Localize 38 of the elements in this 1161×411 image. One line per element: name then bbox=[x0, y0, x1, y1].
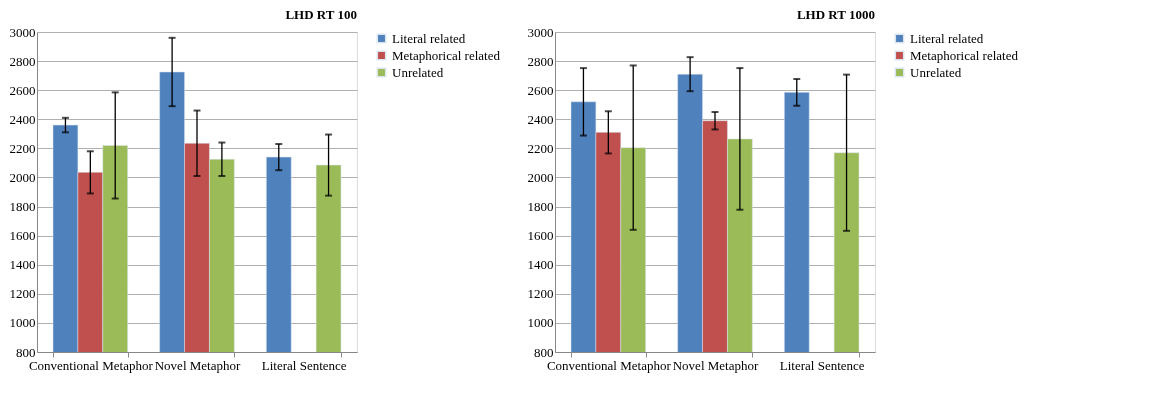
y-tick-label: 2000 bbox=[9, 169, 36, 185]
y-tick-label: 1000 bbox=[9, 315, 36, 331]
y-tick-label: 2200 bbox=[527, 140, 554, 156]
y-tick-label: 1400 bbox=[9, 257, 36, 273]
y-tick-label: 2200 bbox=[9, 140, 36, 156]
y-tick-label: 2000 bbox=[527, 169, 554, 185]
chart-title: LHD RT 1000 bbox=[796, 7, 875, 22]
legend-label: Unrelated bbox=[392, 64, 444, 80]
legend-label: Unrelated bbox=[910, 64, 962, 80]
x-tick-label: Literal Sentence bbox=[261, 357, 347, 373]
y-tick-label: 1600 bbox=[9, 228, 36, 244]
y-tick-label: 2800 bbox=[9, 53, 36, 69]
y-tick-label: 1800 bbox=[9, 199, 36, 215]
chart-title: LHD RT 100 bbox=[285, 7, 357, 22]
y-tick-label: 2400 bbox=[527, 111, 554, 127]
x-tick-label: Conventional Metaphor bbox=[546, 357, 672, 373]
y-tick-label: 800 bbox=[534, 344, 554, 360]
y-tick-label: 3000 bbox=[9, 24, 36, 40]
y-tick-label: 1200 bbox=[527, 286, 554, 302]
x-tick-label: Novel Metaphor bbox=[672, 357, 759, 373]
y-tick-label: 1800 bbox=[527, 199, 554, 215]
legend-label: Literal related bbox=[910, 30, 984, 46]
y-tick-label: 2400 bbox=[9, 111, 36, 127]
y-tick-label: 1000 bbox=[527, 315, 554, 331]
y-tick-label: 800 bbox=[16, 344, 36, 360]
x-tick-label: Literal Sentence bbox=[779, 357, 865, 373]
legend-label: Metaphorical related bbox=[392, 47, 501, 63]
y-tick-label: 2600 bbox=[9, 82, 36, 98]
y-tick-label: 3000 bbox=[527, 24, 554, 40]
y-tick-label: 2800 bbox=[527, 53, 554, 69]
legend-label: Metaphorical related bbox=[910, 47, 1019, 63]
legend-label: Literal related bbox=[392, 30, 466, 46]
x-tick-label: Conventional Metaphor bbox=[28, 357, 154, 373]
y-tick-label: 1400 bbox=[527, 257, 554, 273]
y-tick-label: 1200 bbox=[9, 286, 36, 302]
y-tick-label: 1600 bbox=[527, 228, 554, 244]
x-tick-label: Novel Metaphor bbox=[154, 357, 241, 373]
y-tick-label: 2600 bbox=[527, 82, 554, 98]
